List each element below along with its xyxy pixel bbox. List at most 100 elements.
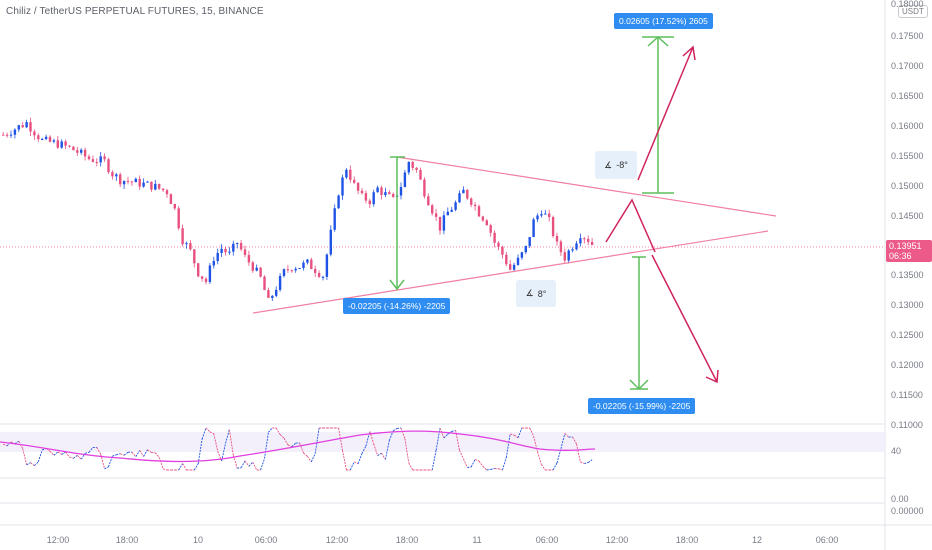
candle-body [228, 251, 231, 253]
candle-body [450, 209, 453, 212]
price-tick: 0.16000 [891, 121, 924, 131]
rsi-segment [57, 451, 62, 455]
candle-body [200, 276, 204, 279]
rsi-segment [560, 433, 566, 449]
measure-arrow-up[interactable] [642, 35, 674, 194]
time-tick: 18:00 [115, 535, 139, 545]
rsi-segment [552, 462, 558, 471]
angle-label-lower[interactable]: ∡ 8° [516, 280, 556, 307]
candle-body [232, 243, 235, 252]
candle-body [275, 289, 278, 296]
rsi-segment [354, 461, 359, 465]
candle-body [255, 267, 258, 271]
rsi-band [0, 432, 885, 452]
candle-body [516, 257, 520, 265]
rsi-segment [252, 461, 258, 471]
rsi-segment [76, 455, 82, 460]
rsi-segment [486, 469, 491, 471]
candle-body [477, 206, 481, 217]
angle-value: 8° [537, 288, 547, 299]
rsi-segment [505, 433, 511, 458]
rsi-ma-line [0, 430, 596, 463]
measure-arrow-left[interactable] [389, 156, 405, 291]
angle-icon: ∡ [525, 288, 534, 298]
candle-body [282, 269, 286, 276]
rsi-segment [462, 458, 468, 468]
time-tick: 06:00 [254, 535, 278, 545]
candle-body [524, 245, 527, 253]
candle-body [446, 211, 449, 216]
measure-label-right[interactable]: -0.02205 (-15.99%) -2205 [588, 398, 696, 414]
rsi-segment [22, 448, 28, 465]
time-tick: 06:00 [535, 535, 559, 545]
candle-body [528, 237, 531, 246]
rsi-segment [291, 442, 297, 448]
candle-body [189, 243, 192, 250]
rsi-segment [37, 449, 43, 462]
rsi-segment [131, 451, 137, 457]
rsi-segment [576, 443, 581, 463]
candle-body [427, 196, 430, 206]
candle-body [368, 200, 371, 205]
rsi-segment [96, 447, 102, 455]
rsi-segment [6, 441, 12, 447]
rsi-segment [439, 427, 445, 439]
candle-body [68, 145, 71, 147]
candle-body [466, 189, 469, 199]
candle-series [2, 117, 594, 302]
rsi-segment [34, 461, 39, 466]
candle-body [158, 183, 161, 189]
rsi-segment [400, 427, 406, 439]
rsi-segment [61, 451, 66, 455]
upper-trendline[interactable] [396, 156, 777, 217]
rsi-segment [65, 451, 70, 458]
currency-button[interactable]: USDT [898, 5, 928, 18]
candle-body [563, 252, 566, 261]
candle-body [559, 241, 563, 253]
rsi-segment [580, 461, 585, 464]
rsi-segment [154, 452, 160, 458]
rsi-segment [120, 453, 125, 456]
measure-label-left[interactable]: -0.02205 (-14.26%) -2205 [343, 298, 451, 314]
candle-body [13, 129, 17, 135]
candle-body [44, 136, 48, 140]
rsi-segment [264, 432, 269, 459]
price-tick: 0.12500 [891, 330, 924, 340]
candle-body [512, 264, 516, 270]
rsi-segment [342, 450, 347, 471]
rsi-segment [307, 456, 312, 463]
price-tick: 0.12000 [891, 360, 924, 370]
candle-body [2, 134, 5, 136]
candle-body [76, 150, 79, 153]
candle-body [220, 248, 223, 253]
lower-trendline[interactable] [252, 230, 769, 314]
candle-body [37, 135, 40, 140]
candle-body [60, 141, 63, 148]
rsi-segment [147, 449, 152, 453]
rsi-segment [459, 450, 464, 460]
time-tick: 06:00 [815, 535, 839, 545]
rsi-segment [408, 462, 414, 471]
angle-label-upper[interactable]: ∡ -8° [595, 151, 637, 179]
candle-body [122, 180, 126, 185]
candle-body [107, 159, 110, 173]
rsi-segment [260, 458, 265, 471]
candle-body [356, 182, 360, 191]
candle-body [239, 243, 243, 250]
price-tick: 0.13000 [891, 300, 924, 310]
price-tick: 0.16500 [891, 91, 924, 101]
candle-body [551, 217, 555, 237]
candle-body [419, 169, 422, 180]
projection-path[interactable] [605, 45, 719, 384]
candle-body [380, 187, 383, 195]
candle-body [181, 228, 184, 245]
candle-body [21, 125, 24, 128]
rsi-segment [451, 430, 456, 432]
candle-body [80, 149, 83, 153]
measure-arrow-down[interactable] [629, 256, 649, 391]
rsi-segment [100, 454, 106, 470]
candle-body [33, 131, 36, 136]
measure-label-up[interactable]: 0.02605 (17.52%) 2605 [614, 13, 713, 29]
candle-body [193, 249, 196, 264]
